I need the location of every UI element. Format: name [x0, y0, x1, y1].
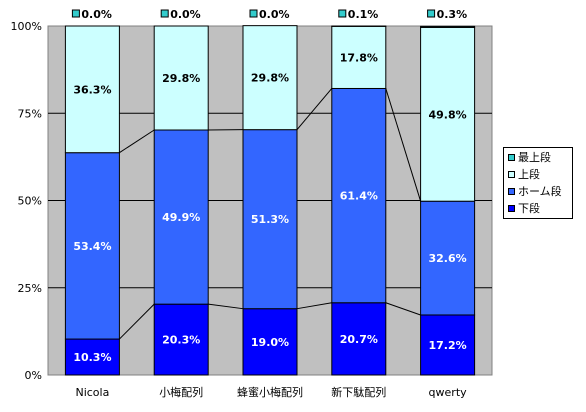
legend-item: ホーム段: [508, 183, 572, 199]
data-label: 61.4%: [340, 190, 378, 203]
data-label-top: 0.1%: [339, 8, 379, 21]
legend-label: ホーム段: [518, 183, 562, 199]
y-tick-label: 0%: [25, 369, 42, 382]
data-label-swatch: [428, 10, 435, 17]
data-label-swatch: [250, 10, 257, 17]
data-label: 32.6%: [429, 252, 467, 265]
legend-swatch: [508, 188, 515, 195]
x-tick-label: Nicola: [75, 386, 109, 399]
data-label: 10.3%: [73, 351, 111, 364]
data-label: 36.3%: [73, 83, 111, 96]
data-label: 0.0%: [170, 8, 201, 21]
y-tick-label: 100%: [11, 20, 42, 33]
y-tick-label: 50%: [18, 195, 42, 208]
legend-label: 上段: [518, 166, 540, 182]
data-label: 17.2%: [429, 339, 467, 352]
data-label: 0.0%: [259, 8, 290, 21]
data-label: 53.4%: [73, 240, 111, 253]
data-label: 29.8%: [162, 72, 200, 85]
legend: 最上段上段ホーム段下段: [503, 147, 573, 219]
x-tick-label: qwerty: [429, 386, 468, 399]
data-label-swatch: [339, 10, 346, 17]
legend-item: 上段: [508, 166, 572, 182]
data-label: 29.8%: [251, 72, 289, 85]
data-label: 51.3%: [251, 213, 289, 226]
data-label-swatch: [161, 10, 168, 17]
legend-item: 最上段: [508, 149, 572, 165]
data-label-top: 0.0%: [250, 8, 290, 21]
data-label-top: 0.3%: [428, 8, 468, 21]
x-tick-label: 小梅配列: [159, 385, 203, 399]
data-label: 17.8%: [340, 51, 378, 64]
data-label: 20.3%: [162, 334, 200, 347]
x-tick-label: 蜂蜜小梅配列: [237, 385, 303, 399]
data-label: 19.0%: [251, 336, 289, 349]
data-label: 20.7%: [340, 333, 378, 346]
data-label-top: 0.0%: [72, 8, 112, 21]
data-label-top: 0.0%: [161, 8, 201, 21]
data-label: 49.9%: [162, 211, 200, 224]
data-label: 0.3%: [437, 8, 468, 21]
data-label: 0.1%: [348, 8, 379, 21]
data-label-swatch: [72, 10, 79, 17]
legend-label: 下段: [518, 200, 540, 216]
data-label: 49.8%: [429, 108, 467, 121]
bar-segment: [421, 26, 475, 27]
legend-swatch: [508, 171, 515, 178]
x-tick-label: 新下駄配列: [331, 385, 386, 399]
legend-swatch: [508, 205, 515, 212]
y-tick-label: 75%: [18, 107, 42, 120]
legend-label: 最上段: [518, 149, 551, 165]
data-label: 0.0%: [81, 8, 112, 21]
legend-item: 下段: [508, 200, 572, 216]
legend-swatch: [508, 154, 515, 161]
y-tick-label: 25%: [18, 282, 42, 295]
